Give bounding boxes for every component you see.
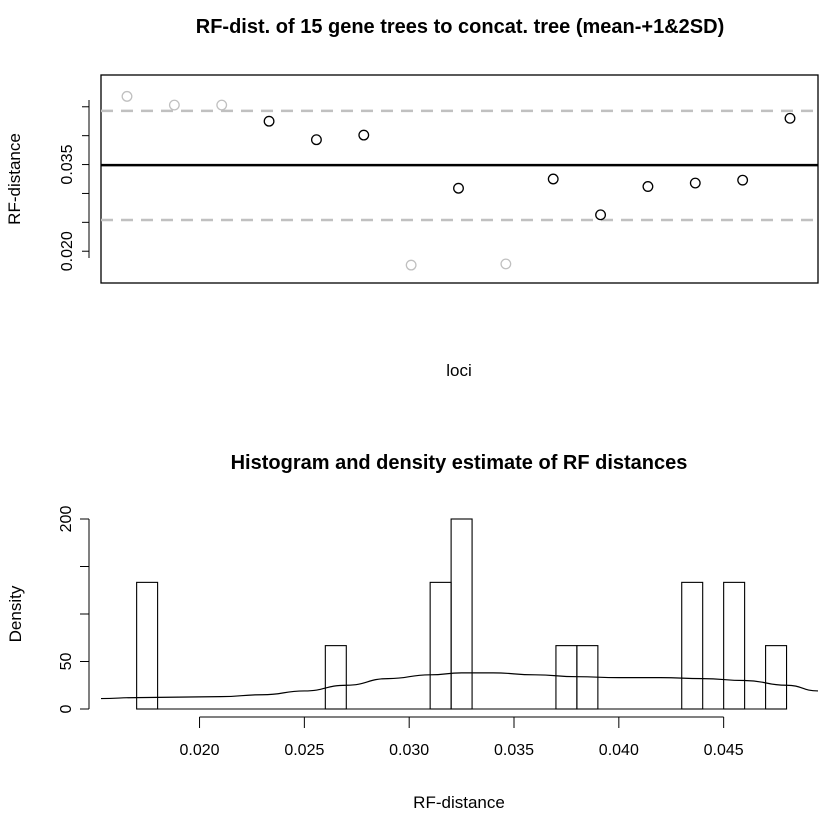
- scatter-point: [263, 115, 275, 127]
- scatter-point: [547, 173, 559, 185]
- scatter-point: [405, 259, 417, 271]
- histogram-y-tick-label: 0: [58, 704, 75, 713]
- scatter-point: [453, 182, 464, 194]
- scatter-point: [737, 174, 749, 186]
- scatter-point: [310, 134, 322, 146]
- scatter-y-tick-label: 0.020: [59, 231, 76, 271]
- scatter-panel: RF-dist. of 15 gene trees to concat. tre…: [5, 16, 819, 380]
- scatter-point: [642, 181, 654, 192]
- histogram-y-tick-label: 50: [58, 653, 75, 671]
- histogram-bar: [136, 581, 159, 710]
- scatter-point: [121, 90, 133, 102]
- histogram-bar: [324, 645, 347, 710]
- histogram-panel: Histogram and density estimate of RF dis…: [6, 452, 819, 812]
- histogram-bar: [429, 581, 452, 710]
- histogram-bar: [681, 581, 704, 710]
- scatter-y-tick-label: 0.035: [59, 144, 76, 184]
- histogram-x-tick-label: 0.035: [494, 742, 534, 759]
- histogram-y-axis-label: Density: [6, 585, 25, 642]
- histogram-x-tick-label: 0.025: [284, 742, 324, 759]
- scatter-x-axis-label: loci: [446, 361, 472, 380]
- scatter-y-axis: 0.020 0.035: [59, 100, 90, 271]
- scatter-title: RF-dist. of 15 gene trees to concat. tre…: [196, 16, 724, 38]
- histogram-bars: [136, 518, 788, 710]
- scatter-plot-box: [100, 74, 819, 284]
- scatter-points: [121, 90, 796, 271]
- scatter-point: [358, 129, 370, 141]
- scatter-point: [216, 99, 228, 111]
- histogram-y-axis: 0 50 200: [58, 506, 90, 713]
- histogram-bar: [723, 581, 746, 710]
- scatter-point: [500, 258, 512, 270]
- scatter-point: [168, 99, 180, 111]
- histogram-x-axis: 0.020 0.025 0.030 0.035 0.040 0.045: [180, 716, 744, 759]
- scatter-point: [784, 112, 796, 124]
- histogram-x-axis-label: RF-distance: [413, 793, 505, 812]
- scatter-point: [689, 177, 701, 189]
- histogram-bar: [555, 645, 578, 710]
- histogram-bar: [765, 645, 788, 710]
- histogram-title: Histogram and density estimate of RF dis…: [231, 452, 688, 474]
- histogram-y-tick-label: 200: [58, 506, 75, 533]
- histogram-x-tick-label: 0.020: [180, 742, 220, 759]
- histogram-x-tick-label: 0.045: [704, 742, 744, 759]
- scatter-point: [595, 209, 607, 221]
- density-curve: [100, 672, 819, 700]
- scatter-y-axis-label: RF-distance: [5, 133, 24, 225]
- histogram-bar: [450, 518, 473, 710]
- histogram-x-tick-label: 0.030: [389, 742, 429, 759]
- histogram-x-tick-label: 0.040: [599, 742, 639, 759]
